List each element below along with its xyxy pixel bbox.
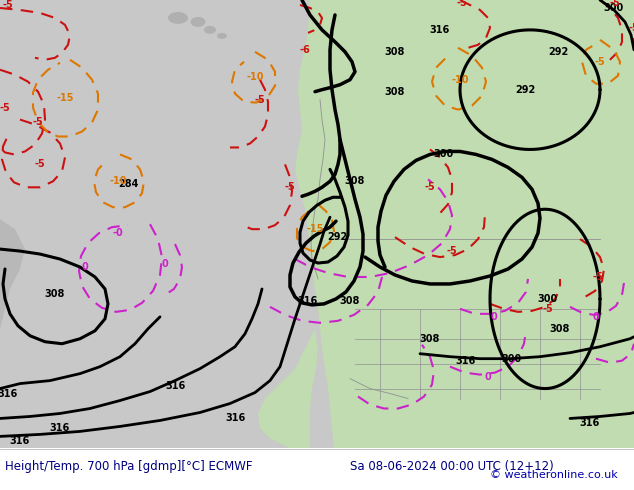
Ellipse shape <box>190 17 205 27</box>
Text: -5: -5 <box>446 246 457 256</box>
Text: 300: 300 <box>502 354 522 364</box>
Text: 0: 0 <box>491 312 498 322</box>
Text: 292: 292 <box>327 232 347 242</box>
Text: 292: 292 <box>548 47 568 57</box>
Text: 316: 316 <box>165 381 185 391</box>
Text: -10: -10 <box>109 176 127 186</box>
Text: 316: 316 <box>50 423 70 434</box>
Text: 0: 0 <box>82 262 88 272</box>
Text: -5: -5 <box>35 159 46 170</box>
Text: 308: 308 <box>420 334 440 344</box>
Text: -5: -5 <box>595 57 605 67</box>
Text: -15: -15 <box>56 93 74 102</box>
Text: -5: -5 <box>255 95 266 105</box>
Text: 316: 316 <box>0 389 18 398</box>
Text: -10: -10 <box>246 72 264 82</box>
Ellipse shape <box>168 12 188 24</box>
Text: 316: 316 <box>430 25 450 35</box>
Text: 0: 0 <box>484 371 491 382</box>
Text: Sa 08-06-2024 00:00 UTC (12+12): Sa 08-06-2024 00:00 UTC (12+12) <box>350 460 553 473</box>
Text: -10: -10 <box>451 74 469 85</box>
Text: -5: -5 <box>0 102 10 113</box>
Text: 300: 300 <box>604 3 624 13</box>
Text: -5: -5 <box>610 0 621 8</box>
Text: -5: -5 <box>285 182 295 192</box>
Text: 284: 284 <box>118 179 138 189</box>
Text: 308: 308 <box>345 176 365 186</box>
Text: -5: -5 <box>456 0 467 8</box>
Text: 308: 308 <box>385 87 405 97</box>
Text: -6: -6 <box>300 45 311 55</box>
Polygon shape <box>258 329 318 448</box>
Text: Height/Temp. 700 hPa [gdmp][°C] ECMWF: Height/Temp. 700 hPa [gdmp][°C] ECMWF <box>5 460 252 473</box>
Text: -5: -5 <box>629 23 634 33</box>
Text: 316: 316 <box>225 414 245 423</box>
Text: -5: -5 <box>3 0 13 10</box>
Text: -5: -5 <box>32 117 43 126</box>
Text: 316: 316 <box>455 356 475 366</box>
Ellipse shape <box>217 33 227 39</box>
Text: -5: -5 <box>425 182 436 192</box>
Text: 316: 316 <box>10 437 30 446</box>
Text: 300: 300 <box>538 294 558 304</box>
Text: 308: 308 <box>550 324 570 334</box>
Text: 316: 316 <box>580 418 600 428</box>
Text: 0: 0 <box>593 312 599 322</box>
Polygon shape <box>0 0 634 448</box>
Text: 292: 292 <box>515 85 535 95</box>
Text: -15: -15 <box>306 224 324 234</box>
Text: 300: 300 <box>434 149 454 159</box>
Text: 308: 308 <box>340 296 360 306</box>
Polygon shape <box>295 0 634 448</box>
Polygon shape <box>0 0 25 329</box>
Text: -0: -0 <box>113 228 124 238</box>
Text: 316: 316 <box>297 296 317 306</box>
Ellipse shape <box>204 26 216 34</box>
Text: -5: -5 <box>593 272 604 282</box>
Text: 308: 308 <box>385 47 405 57</box>
Text: 308: 308 <box>45 289 65 299</box>
Text: © weatheronline.co.uk: © weatheronline.co.uk <box>490 470 618 480</box>
Text: -5: -5 <box>543 304 553 314</box>
Text: 0: 0 <box>162 259 169 269</box>
